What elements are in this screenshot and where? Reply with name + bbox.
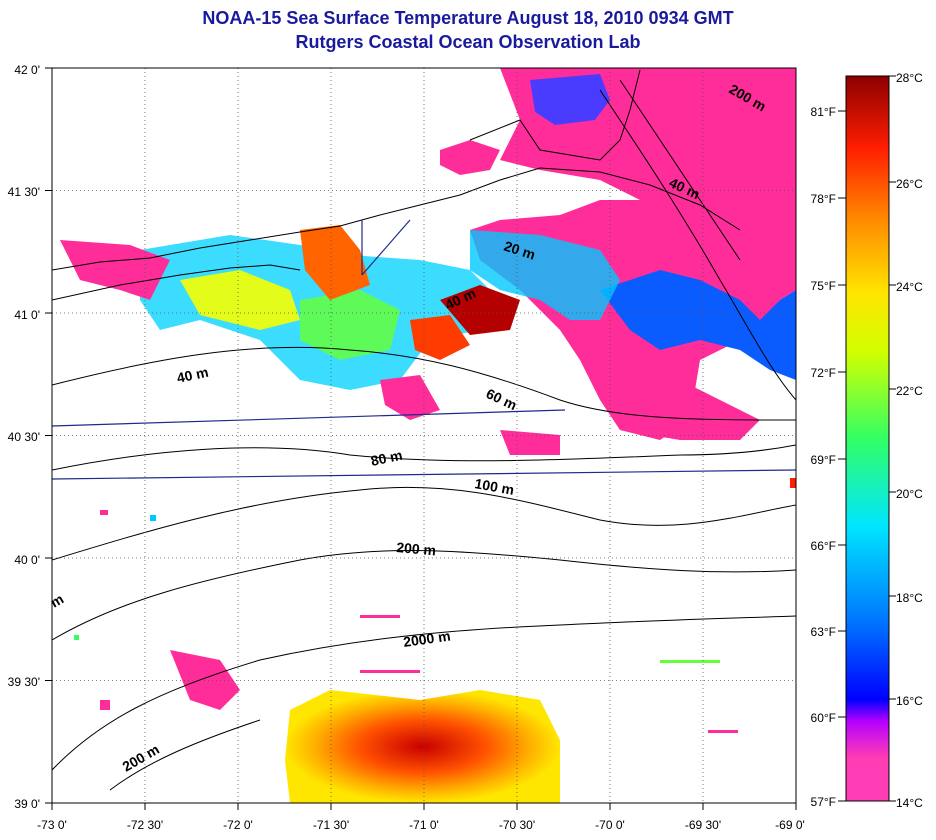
map-subtitle: Rutgers Coastal Ocean Observation Lab [295,32,641,52]
longitude-label: -72 0' [223,818,253,832]
sst-field [60,68,796,803]
colorbar-celsius-label: 22°C [896,384,923,398]
title-block: NOAA-15 Sea Surface Temperature August 1… [0,6,936,54]
map-title: NOAA-15 Sea Surface Temperature August 1… [202,8,734,28]
fahrenheit-labels: 81°F 78°F 75°F 72°F 69°F 66°F 63°F 60°F … [811,105,836,809]
colorbar-celsius-label: 26°C [896,177,923,191]
cloud-mask-region [600,370,760,440]
colorbar-fahrenheit-label: 69°F [811,453,836,467]
colorbar-fahrenheit-label: 81°F [811,105,836,119]
contour-label: 40 m [175,364,210,386]
longitude-label: -69 30' [685,818,721,832]
colorbar-celsius-label: 18°C [896,591,923,605]
latitude-label: 39 30' [8,675,40,689]
mixed-water-patch [300,290,400,360]
colorbar-celsius-label: 28°C [896,71,923,85]
latitude-label: 39 0' [14,797,40,811]
mixed-water-patch [180,270,300,330]
longitude-label: -70 0' [595,818,625,832]
colorbar-celsius-label: 14°C [896,796,923,810]
cold-water-patch [530,74,610,125]
colorbar-fahrenheit-label: 72°F [811,366,836,380]
cloud-mask-region [440,140,500,175]
contour-label: 2000 m [402,628,451,650]
warm-water-patch [440,285,520,335]
colorbar-fahrenheit-label: 66°F [811,539,836,553]
contour-label: 200 m [396,539,437,558]
longitude-labels: -73 0' -72 30' -72 0' -71 30' -71 0' -70… [37,818,805,832]
cloud-mask-region [470,68,796,440]
colorbar-celsius-label: 24°C [896,280,923,294]
colorbar-celsius-label: 16°C [896,694,923,708]
celsius-labels: 28°C 26°C 24°C 22°C 20°C 18°C 16°C 14°C [896,71,923,810]
bathymetry-contours [52,79,796,791]
cloud-mask-region [500,430,560,455]
colorbar-fahrenheit-label: 63°F [811,625,836,639]
colorbar-fahrenheit-label: 60°F [811,711,836,725]
colorbar-gradient [845,75,890,802]
cloud-mask-region [170,650,240,710]
longitude-label: -71 30' [313,818,349,832]
axis-ticks [45,67,797,810]
lat-lon-grid [52,68,796,803]
latitude-label: 40 30' [8,430,40,444]
latitude-label: 41 30' [8,185,40,199]
longitude-label: -71 0' [409,818,439,832]
scattered-pixels [74,478,796,733]
warm-eddy [285,690,560,803]
latitude-label: 42 0' [14,63,40,77]
latitude-label: 40 0' [14,553,40,567]
warm-water-patch [300,225,370,300]
warm-water-patch [410,315,470,360]
transect-lines [52,219,796,480]
colorbar-fahrenheit-label: 57°F [811,795,836,809]
cloud-mask-region [60,240,170,300]
colorbar-fahrenheit-label: 75°F [811,279,836,293]
longitude-label: -69 0' [775,818,805,832]
latitude-labels: 42 0' 41 30' 41 0' 40 30' 40 0' 39 30' 3… [8,63,40,811]
longitude-label: -73 0' [37,818,67,832]
colorbar-fahrenheit-label: 78°F [811,192,836,206]
temperature-colorbar: 28°C 26°C 24°C 22°C 20°C 18°C 16°C 14°C … [811,71,924,810]
contour-label: 100 m [473,475,515,498]
longitude-label: -72 30' [127,818,163,832]
coastline [52,69,741,301]
latitude-label: 41 0' [14,308,40,322]
contour-label: 80 m [369,447,404,469]
cold-water-patch [470,230,620,320]
longitude-label: -70 30' [499,818,535,832]
cold-water-patch [600,270,796,380]
colorbar-celsius-label: 20°C [896,487,923,501]
cloud-mask-region [380,375,440,420]
